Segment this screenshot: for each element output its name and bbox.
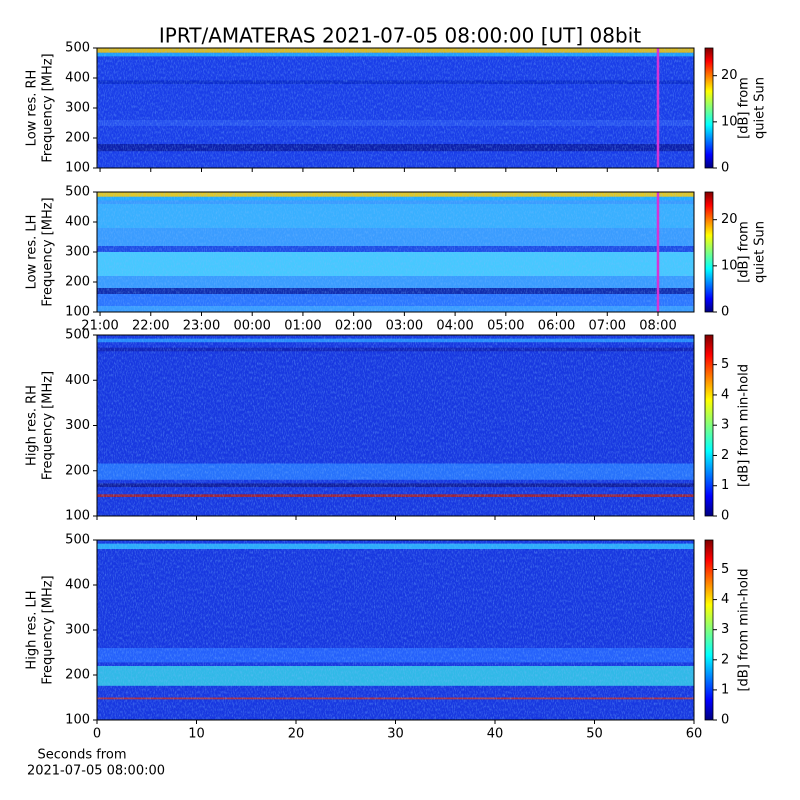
x-tick-label: 22:00 [132, 319, 169, 334]
colorbar-tick-label: 0 [721, 713, 729, 728]
y-tick-label: 200 [65, 275, 90, 290]
x-tick-label: 03:00 [386, 319, 423, 334]
y-axis-label: Frequency [MHz] [41, 197, 56, 306]
y-axis-label: High res. RH [25, 385, 40, 466]
x-tick-label: 30 [387, 727, 404, 742]
colorbar [704, 47, 714, 169]
y-tick-label: 200 [65, 463, 90, 478]
colorbar-label: [dB] from [737, 77, 752, 139]
y-tick-label: 100 [65, 509, 90, 524]
y-axis-label: Low res. LH [25, 215, 40, 290]
x-tick-label: 04:00 [436, 319, 473, 334]
y-axis-label: Low res. RH [25, 70, 40, 147]
y-tick-label: 300 [65, 623, 90, 638]
spectrogram-noise [97, 335, 694, 516]
colorbar-tick-label: 0 [721, 509, 729, 524]
y-axis-label: High res. LH [25, 590, 40, 669]
x-tick-label: 01:00 [284, 319, 321, 334]
y-tick-label: 300 [65, 101, 90, 116]
colorbar-tick-label: 4 [721, 387, 729, 402]
x-tick-label: 40 [487, 727, 504, 742]
y-tick-label: 500 [65, 41, 90, 56]
y-tick-label: 400 [65, 373, 90, 388]
x-tick-label: 21:00 [81, 319, 118, 334]
x-tick-label: 10 [188, 727, 205, 742]
y-tick-label: 100 [65, 713, 90, 728]
x-tick-label: 02:00 [335, 319, 372, 334]
spectrogram-noise [97, 540, 694, 720]
x-axis-label: 2021-07-05 08:00:00 [27, 764, 165, 779]
colorbar-label: [dB] from min-hold [737, 568, 752, 691]
x-axis-label: Seconds from [37, 748, 126, 763]
colorbar-tick-label: 0 [721, 305, 729, 320]
spectrogram-noise [97, 192, 694, 312]
colorbar-label: quiet Sun [753, 221, 768, 283]
y-tick-label: 200 [65, 131, 90, 146]
colorbar-tick-label: 0 [721, 161, 729, 176]
y-tick-label: 100 [65, 305, 90, 320]
colorbar-tick-label: 10 [721, 114, 738, 129]
y-tick-label: 200 [65, 668, 90, 683]
x-tick-label: 23:00 [183, 319, 220, 334]
colorbar [704, 539, 714, 721]
x-tick-label: 05:00 [487, 319, 524, 334]
spectrogram-noise [97, 48, 694, 168]
y-tick-label: 400 [65, 215, 90, 230]
colorbar-tick-label: 3 [721, 622, 729, 637]
x-tick-label: 06:00 [538, 319, 575, 334]
colorbar [704, 191, 714, 313]
y-tick-label: 500 [65, 328, 90, 343]
colorbar-tick-label: 4 [721, 592, 729, 607]
colorbar-tick-label: 2 [721, 652, 729, 667]
panel: 100 200 300 400 500 High res. RH Frequency [MH… [25, 328, 752, 524]
colorbar-tick-label: 20 [721, 68, 738, 83]
x-tick-label: 60 [686, 727, 703, 742]
colorbar-tick-label: 1 [721, 682, 729, 697]
colorbar-label: quiet Sun [753, 77, 768, 139]
x-tick-label: 08:00 [639, 319, 676, 334]
colorbar-tick-label: 1 [721, 478, 729, 493]
x-tick-label: 20 [288, 727, 305, 742]
colorbar [704, 334, 714, 517]
colorbar-tick-label: 20 [721, 212, 738, 227]
x-tick-label: 00:00 [233, 319, 270, 334]
colorbar-tick-label: 10 [721, 258, 738, 273]
y-tick-label: 100 [65, 161, 90, 176]
y-tick-label: 500 [65, 185, 90, 200]
colorbar-tick-label: 5 [721, 562, 729, 577]
y-tick-label: 300 [65, 245, 90, 260]
colorbar-label: [dB] from min-hold [737, 364, 752, 487]
colorbar-label: [dB] from [737, 221, 752, 283]
y-axis-label: Frequency [MHz] [41, 53, 56, 162]
x-tick-label: 0 [93, 727, 101, 742]
title: IPRT/AMATERAS 2021-07-05 08:00:00 [UT] 0… [159, 24, 641, 48]
y-axis-label: Frequency [MHz] [41, 371, 56, 480]
colorbar-tick-label: 3 [721, 418, 729, 433]
y-tick-label: 400 [65, 71, 90, 86]
y-axis-label: Frequency [MHz] [41, 575, 56, 684]
y-tick-label: 300 [65, 418, 90, 433]
x-tick-label: 50 [586, 727, 603, 742]
y-tick-label: 500 [65, 533, 90, 548]
colorbar-tick-label: 5 [721, 357, 729, 372]
y-tick-label: 400 [65, 578, 90, 593]
x-tick-label: 07:00 [589, 319, 626, 334]
colorbar-tick-label: 2 [721, 448, 729, 463]
